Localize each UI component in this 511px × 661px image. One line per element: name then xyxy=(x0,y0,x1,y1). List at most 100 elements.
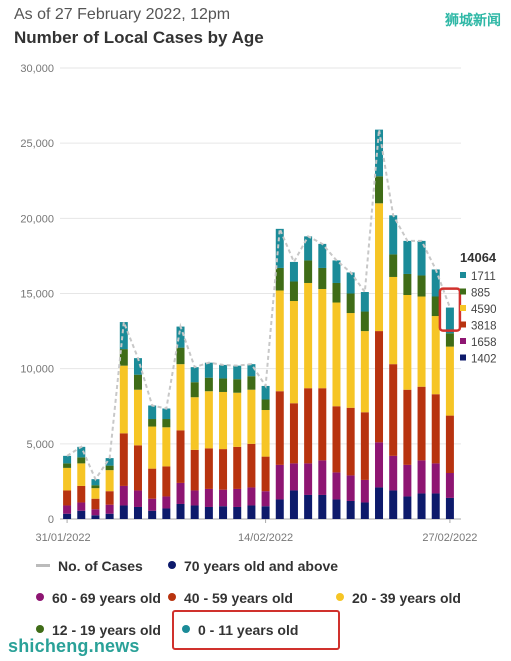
bar-segment xyxy=(375,331,384,443)
bar-segment xyxy=(176,482,185,504)
y-tick-label: 0 xyxy=(48,514,54,526)
legend-dot-icon xyxy=(168,561,176,569)
bar-segment xyxy=(204,448,213,489)
legend-line-icon xyxy=(36,564,50,567)
last-bar-label-swatch xyxy=(460,321,466,328)
bar-segment xyxy=(63,513,72,519)
bar-segment xyxy=(431,394,440,464)
bar-segment xyxy=(219,449,228,490)
bar-segment xyxy=(148,419,157,427)
bar-segment xyxy=(219,364,228,379)
bar-segment xyxy=(375,487,384,519)
bar-segment xyxy=(148,405,157,420)
bar-segment xyxy=(105,491,114,505)
bar-segment xyxy=(63,505,72,514)
bar-segment xyxy=(176,364,185,431)
bar-segment xyxy=(360,311,369,332)
y-tick-label: 25,000 xyxy=(20,138,54,150)
bar-segment xyxy=(233,488,242,507)
bar-segment xyxy=(431,296,440,317)
bar-segment xyxy=(148,498,157,511)
bar-segment xyxy=(275,267,284,291)
x-tick-label: 31/01/2022 xyxy=(36,532,91,544)
bar-segment xyxy=(375,203,384,332)
legend-dot-icon xyxy=(36,625,44,633)
bar-segment xyxy=(91,479,100,486)
last-bar-label-swatch xyxy=(460,288,466,295)
bar-segment xyxy=(445,415,454,473)
bar-segment xyxy=(304,260,313,283)
bar-segment xyxy=(233,379,242,393)
bar-segment xyxy=(176,503,185,519)
bar-segment xyxy=(233,392,242,447)
bar-segment xyxy=(346,272,355,294)
bar-segment xyxy=(403,295,412,390)
chart-title: Number of Local Cases by Age xyxy=(14,28,264,47)
bar-segment xyxy=(91,498,100,510)
legend-item-age70[interactable]: 70 years old and above xyxy=(168,558,338,574)
bar-segment xyxy=(332,499,341,519)
bar-segment xyxy=(133,389,142,446)
bar-segment xyxy=(247,487,256,506)
bar-segment xyxy=(346,313,355,408)
bar-segment xyxy=(190,367,199,383)
bar-segment xyxy=(190,397,199,450)
bar-segment xyxy=(133,358,142,375)
bar-segment xyxy=(204,488,213,507)
legend-item-age12[interactable]: 12 - 19 years old xyxy=(36,622,161,638)
legend-item-age0[interactable]: 0 - 11 years old xyxy=(182,622,298,638)
bar-segment xyxy=(389,455,398,491)
bar-segment xyxy=(148,468,157,499)
legend-label-age70: 70 years old and above xyxy=(184,558,339,574)
bar-segment xyxy=(445,307,454,334)
bar-segment xyxy=(318,288,327,389)
y-tick-label: 20,000 xyxy=(20,213,54,225)
bar-segment xyxy=(289,403,298,464)
bar-segment xyxy=(375,442,384,488)
bar-segment xyxy=(417,240,426,276)
x-tick-label: 27/02/2022 xyxy=(422,532,477,544)
bar-segment xyxy=(403,464,412,497)
y-tick-label: 10,000 xyxy=(20,364,54,376)
bar-segment xyxy=(77,510,86,519)
bar-segment xyxy=(375,176,384,204)
chart-subtitle: As of 27 February 2022, 12pm xyxy=(14,6,231,23)
bar-segment xyxy=(77,485,86,503)
bar-segment xyxy=(360,412,369,480)
bar-segment xyxy=(289,301,298,404)
bar-segment xyxy=(176,430,185,483)
last-bar-value-label: 1658 xyxy=(471,337,497,349)
bar-segment xyxy=(119,505,128,519)
bar-segment xyxy=(389,215,398,255)
bar-segment xyxy=(162,408,171,420)
last-bar-total-label: 14064 xyxy=(460,250,497,265)
bar-segment xyxy=(133,490,142,507)
legend-item-age60[interactable]: 60 - 69 years old xyxy=(36,590,161,606)
bar-segment xyxy=(148,510,157,519)
legend-highlight-box xyxy=(172,610,340,650)
last-bar-value-label: 1402 xyxy=(471,354,497,366)
bar-segment xyxy=(119,485,128,506)
bar-segment xyxy=(219,489,228,507)
legend-item-cases[interactable]: No. of Cases xyxy=(36,558,143,574)
bar-segment xyxy=(445,472,454,498)
legend-item-age20[interactable]: 20 - 39 years old xyxy=(336,590,461,606)
bar-segment xyxy=(304,463,313,495)
bar-segment xyxy=(261,385,270,400)
bar-segment xyxy=(431,463,440,494)
bar-segment xyxy=(403,240,412,274)
bar-segment xyxy=(91,515,100,519)
last-bar-value-label: 4590 xyxy=(471,304,497,316)
bar-segment xyxy=(318,388,327,461)
bar-segment xyxy=(233,365,242,380)
bar-segment xyxy=(275,290,284,392)
bar-segment xyxy=(204,377,213,392)
bar-segment xyxy=(162,466,171,497)
bar-segment xyxy=(403,389,412,465)
legend-dot-icon xyxy=(36,593,44,601)
bar-segment xyxy=(332,472,341,500)
watermark-bottom: shicheng.news xyxy=(8,636,140,656)
legend-item-age40[interactable]: 40 - 59 years old xyxy=(168,590,293,606)
bar-segment xyxy=(247,505,256,519)
bar-segment xyxy=(176,347,185,365)
